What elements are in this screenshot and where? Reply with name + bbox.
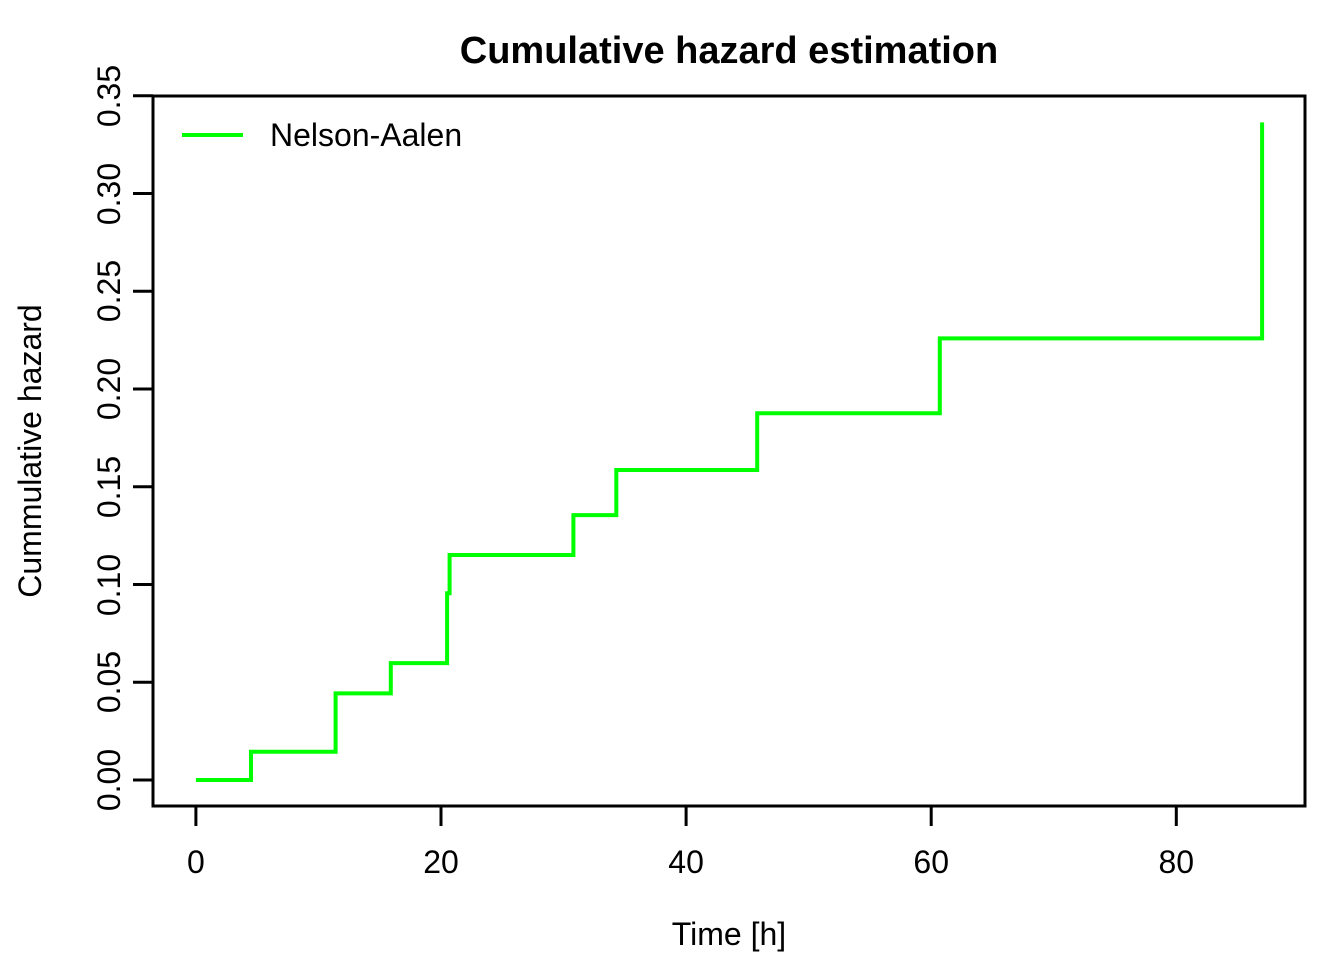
plot-border [151, 94, 1307, 808]
nelson-aalen-step-curve [195, 122, 1265, 782]
y-tick-label: 0.00 [91, 748, 127, 812]
y-tick-label: 0.25 [91, 260, 127, 323]
y-tick-label: 0.30 [91, 162, 127, 225]
y-tick-label: 0.20 [91, 357, 127, 421]
x-tick-label: 80 [1158, 844, 1195, 880]
x-tick-label: 20 [423, 844, 459, 880]
x-tick-label: 60 [913, 844, 949, 880]
y-tick-label: 0.35 [91, 64, 127, 127]
y-tick-label: 0.15 [91, 455, 127, 518]
x-tick-label: 40 [668, 844, 704, 880]
y-tick-label: 0.10 [91, 553, 127, 616]
legend-label: Nelson-Aalen [270, 117, 463, 153]
x-axis-title: Time [h] [671, 916, 787, 952]
y-axis-title: Cummulative hazard [12, 304, 48, 598]
x-tick-label: 0 [186, 844, 205, 880]
chart-title: Cumulative hazard estimation [459, 30, 999, 72]
y-tick-label: 0.05 [91, 651, 127, 714]
